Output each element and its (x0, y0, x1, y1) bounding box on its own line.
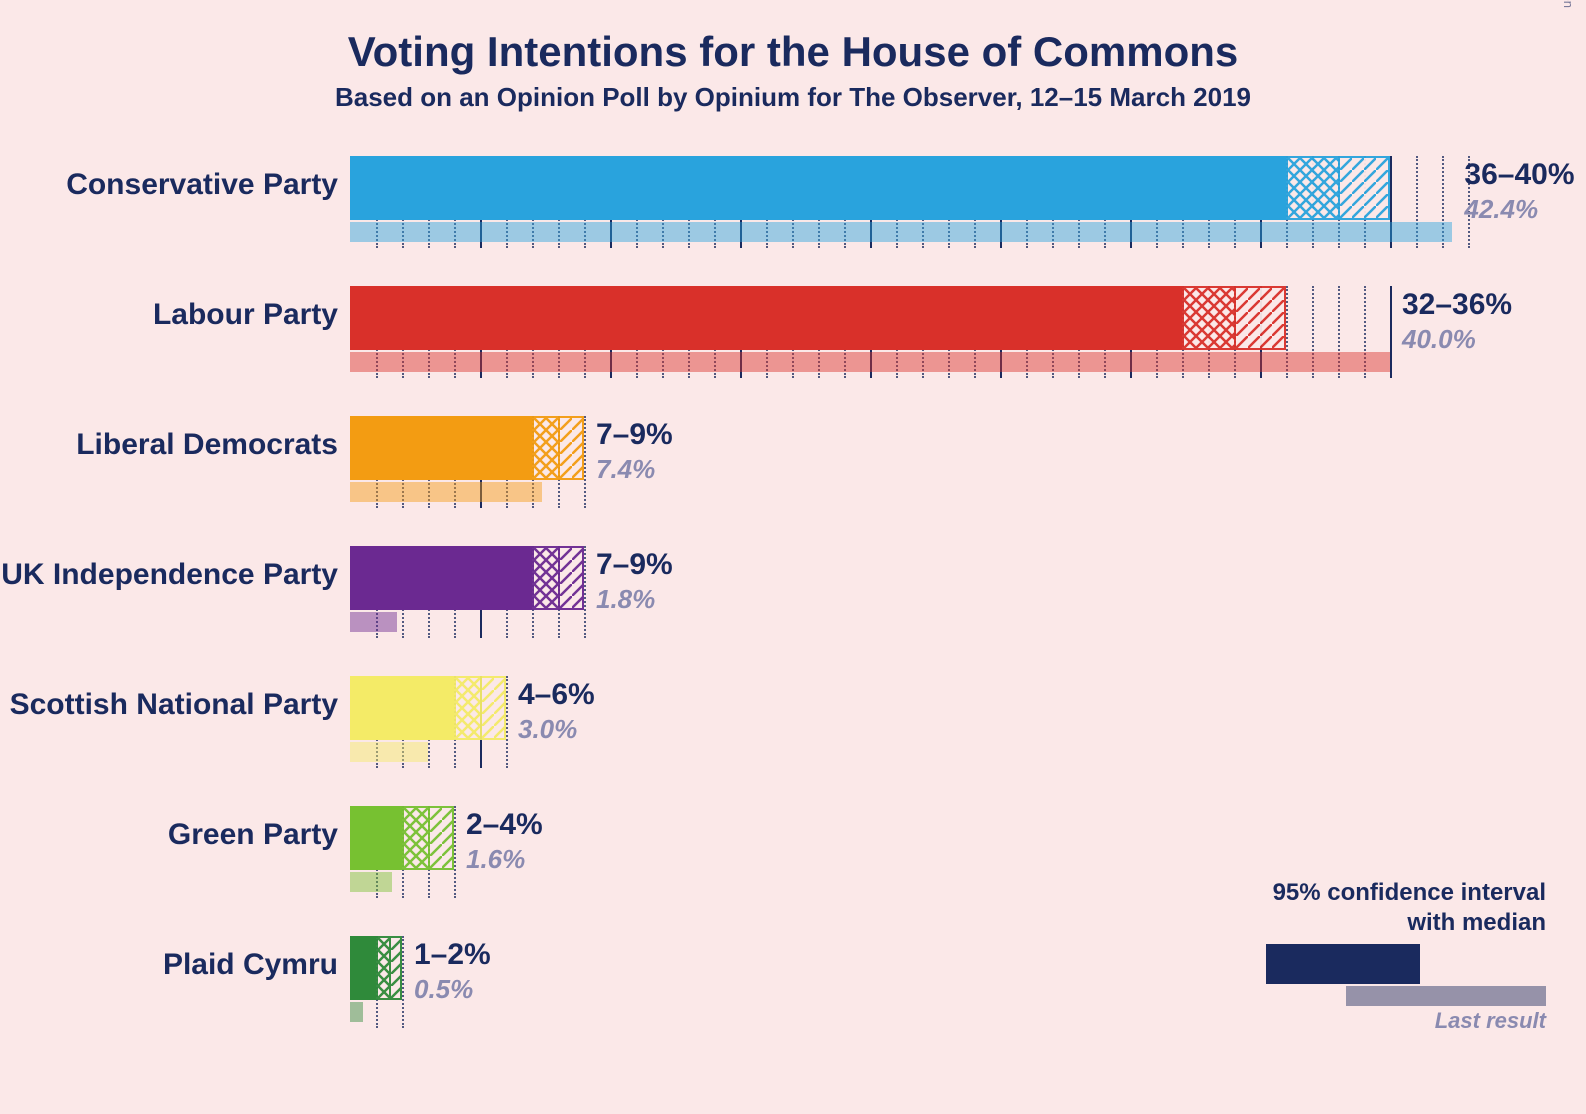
legend: 95% confidence interval with median Last… (1226, 878, 1546, 1034)
party-label: Conservative Party (66, 168, 338, 202)
party-label: Plaid Cymru (163, 948, 338, 982)
ci-bar-solid (350, 286, 1182, 350)
chart-subtitle: Based on an Opinion Poll by Opinium for … (0, 76, 1586, 131)
legend-line2: with median (1407, 909, 1546, 936)
ci-bar-crosshatch (1182, 286, 1234, 350)
ci-bar (350, 416, 584, 480)
ci-bar (350, 676, 506, 740)
grid-minor (584, 546, 586, 638)
chart-row: Conservative Party36–40%42.4% (350, 150, 1550, 280)
grid-minor (402, 936, 404, 1028)
chart-row: Labour Party32–36%40.0% (350, 280, 1550, 410)
ci-bar-solid (350, 936, 376, 1000)
party-label: UK Independence Party (1, 558, 338, 592)
last-result-bar (350, 742, 428, 762)
copyright-text: © 2019 Filip van Laenen (1561, 0, 1576, 8)
last-value: 42.4% (1464, 194, 1538, 225)
ci-bar-solid (350, 806, 402, 870)
ci-bar (350, 156, 1390, 220)
last-value: 1.6% (466, 844, 525, 875)
last-result-bar (350, 612, 397, 632)
chart-row: Liberal Democrats7–9%7.4% (350, 410, 1550, 540)
last-value: 3.0% (518, 714, 577, 745)
party-label: Green Party (168, 818, 338, 852)
ci-bar-diaghatch (558, 546, 584, 610)
ci-bar (350, 936, 402, 1000)
range-value: 4–6% (518, 678, 595, 712)
range-value: 7–9% (596, 418, 673, 452)
last-value: 1.8% (596, 584, 655, 615)
last-result-bar (350, 222, 1452, 242)
range-value: 7–9% (596, 548, 673, 582)
legend-line1: 95% confidence interval (1273, 879, 1546, 906)
ci-bar (350, 286, 1286, 350)
legend-last-bar (1346, 986, 1546, 1006)
range-value: 36–40% (1464, 158, 1574, 192)
chart-row: UK Independence Party7–9%1.8% (350, 540, 1550, 670)
ci-bar-solid (350, 546, 532, 610)
range-value: 2–4% (466, 808, 543, 842)
ci-bar (350, 806, 454, 870)
ci-bar-crosshatch (532, 416, 558, 480)
ci-bar-solid (350, 156, 1286, 220)
ci-bar-solid (350, 676, 454, 740)
last-result-bar (350, 352, 1390, 372)
last-result-bar (350, 482, 542, 502)
range-value: 32–36% (1402, 288, 1512, 322)
last-value: 40.0% (1402, 324, 1476, 355)
ci-bar-diaghatch (480, 676, 506, 740)
ci-bar-diaghatch (1234, 286, 1286, 350)
grid-minor (584, 416, 586, 508)
grid-minor (454, 806, 456, 898)
range-value: 1–2% (414, 938, 491, 972)
ci-bar-crosshatch (454, 676, 480, 740)
legend-solid (1266, 944, 1420, 984)
grid-minor (506, 676, 508, 768)
ci-bar-diaghatch (558, 416, 584, 480)
party-label: Liberal Democrats (76, 428, 338, 462)
legend-ci-label: 95% confidence interval with median (1226, 878, 1546, 938)
ci-bar-diaghatch (1338, 156, 1390, 220)
party-label: Labour Party (153, 298, 338, 332)
legend-ci-bar (1266, 944, 1546, 984)
ci-bar-crosshatch (402, 806, 428, 870)
chart-title: Voting Intentions for the House of Commo… (0, 0, 1586, 76)
legend-last-label: Last result (1226, 1008, 1546, 1034)
ci-bar-crosshatch (376, 936, 389, 1000)
party-label: Scottish National Party (10, 688, 338, 722)
ci-bar (350, 546, 584, 610)
last-result-bar (350, 1002, 363, 1022)
last-result-bar (350, 872, 392, 892)
legend-diaghatch (1482, 944, 1546, 984)
ci-bar-solid (350, 416, 532, 480)
ci-bar-diaghatch (428, 806, 454, 870)
grid-major (1390, 286, 1392, 378)
ci-bar-crosshatch (532, 546, 558, 610)
last-value: 0.5% (414, 974, 473, 1005)
chart-row: Scottish National Party4–6%3.0% (350, 670, 1550, 800)
ci-bar-diaghatch (389, 936, 402, 1000)
last-value: 7.4% (596, 454, 655, 485)
ci-bar-crosshatch (1286, 156, 1338, 220)
legend-crosshatch (1420, 944, 1482, 984)
